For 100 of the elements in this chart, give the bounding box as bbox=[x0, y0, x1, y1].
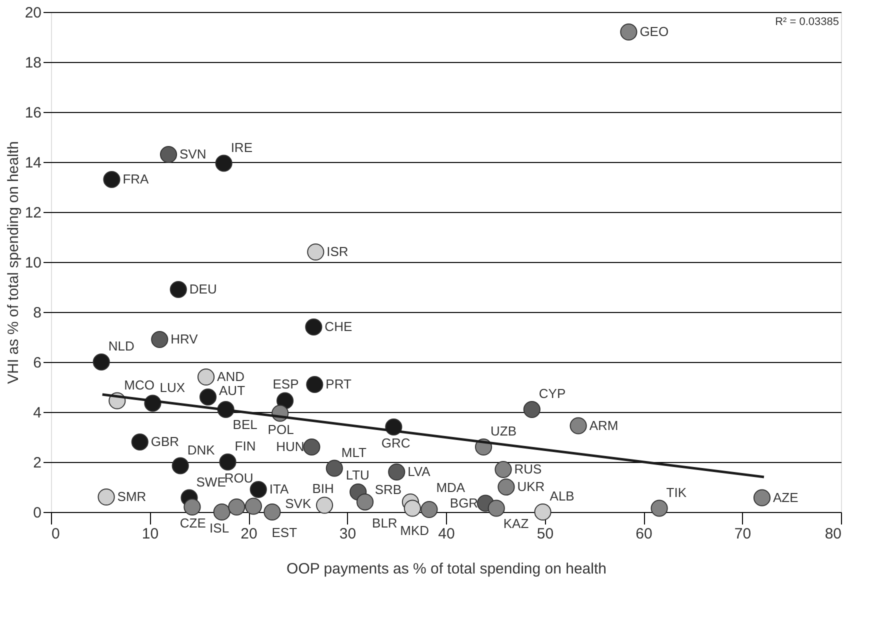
point bbox=[316, 496, 334, 514]
annotation: IRE bbox=[230, 140, 253, 155]
point bbox=[184, 498, 201, 516]
annotation: DEU bbox=[189, 282, 217, 296]
point bbox=[420, 500, 438, 518]
annotation: FIN bbox=[234, 438, 256, 454]
annotation: CHE bbox=[324, 319, 352, 334]
annotation: ISR bbox=[326, 244, 348, 259]
annotation: MKD bbox=[400, 522, 430, 538]
annotation: BEL bbox=[232, 417, 258, 432]
point bbox=[264, 503, 281, 521]
annotation: AND bbox=[217, 369, 244, 384]
annotation: LTU bbox=[346, 468, 370, 482]
annotation: RUS bbox=[514, 462, 542, 476]
x-tick-label: 80 bbox=[824, 526, 842, 542]
annotation: BLR bbox=[372, 516, 398, 530]
y-tick-label: 20 bbox=[24, 4, 42, 22]
annotation: SMR bbox=[117, 489, 146, 504]
point bbox=[244, 498, 262, 515]
point bbox=[356, 493, 374, 511]
annotation: LUX bbox=[160, 380, 186, 395]
point bbox=[103, 170, 120, 188]
y-tick-label: 4 bbox=[33, 404, 42, 422]
y-tick-label: 6 bbox=[33, 354, 42, 372]
y-tick-label: 12 bbox=[24, 204, 42, 222]
x-tick-label: 70 bbox=[734, 526, 752, 542]
point bbox=[570, 417, 587, 434]
annotation: ISL bbox=[210, 520, 230, 536]
annotation: SWE bbox=[196, 474, 226, 490]
point bbox=[213, 503, 230, 521]
point bbox=[98, 488, 115, 506]
annotation: AUT bbox=[219, 383, 246, 398]
annotation: ESP bbox=[272, 376, 299, 392]
point bbox=[131, 433, 148, 451]
annotation: FRA bbox=[122, 172, 150, 186]
annotation: TIK bbox=[666, 484, 687, 500]
x-tick-label: 40 bbox=[438, 526, 455, 542]
annotation: SVN bbox=[180, 146, 206, 162]
annotation: R² = 0.03385 bbox=[775, 16, 839, 28]
annotation: ROU bbox=[224, 470, 254, 486]
point bbox=[620, 23, 638, 41]
annotation: ALB bbox=[550, 488, 574, 504]
point bbox=[523, 400, 540, 418]
annotation: ITA bbox=[269, 482, 289, 496]
annotation: MCO bbox=[124, 377, 155, 392]
annotation: GEO bbox=[640, 24, 669, 39]
annotation: LVA bbox=[408, 464, 431, 479]
y-tick-label: 2 bbox=[33, 454, 42, 472]
point bbox=[494, 460, 512, 478]
annotation: CZE bbox=[180, 516, 206, 530]
y-tick-label: 18 bbox=[24, 54, 42, 72]
annotation: DNK bbox=[187, 442, 216, 458]
annotation: BIH bbox=[312, 480, 334, 496]
point bbox=[388, 463, 406, 481]
point bbox=[326, 460, 343, 477]
annotation: ARM bbox=[589, 418, 618, 433]
point bbox=[306, 376, 324, 394]
annotation: HUN bbox=[276, 439, 304, 454]
point bbox=[534, 503, 552, 521]
annotation: BGR bbox=[450, 495, 478, 510]
annotation: KAZ bbox=[503, 516, 529, 531]
point bbox=[303, 438, 320, 456]
x-axis-title: OOP payments as % of total spending on health bbox=[286, 560, 606, 578]
point bbox=[488, 500, 505, 517]
annotation: GRC bbox=[381, 436, 410, 450]
annotation: CYP bbox=[538, 386, 566, 401]
point bbox=[160, 146, 178, 164]
annotation: MLT bbox=[341, 444, 367, 460]
x-tick-label: 20 bbox=[240, 526, 258, 542]
x-tick-label: 0 bbox=[52, 526, 60, 542]
y-axis-title: VHI as % of total spending on health bbox=[4, 141, 22, 384]
x-tick-label: 50 bbox=[536, 526, 554, 542]
point bbox=[170, 280, 187, 298]
annotation: POL bbox=[268, 422, 294, 437]
point bbox=[151, 330, 168, 348]
annotation: NLD bbox=[108, 338, 134, 354]
annotation: UKR bbox=[517, 479, 545, 494]
y-tick-label: 0 bbox=[33, 504, 42, 522]
annotation: AZE bbox=[773, 490, 799, 505]
point bbox=[219, 453, 236, 471]
x-tick-label: 10 bbox=[142, 526, 159, 542]
point bbox=[92, 353, 110, 371]
annotation: SRB bbox=[374, 482, 402, 497]
annotation: EST bbox=[272, 524, 298, 540]
point bbox=[228, 498, 246, 516]
y-tick-label: 16 bbox=[24, 104, 42, 122]
point bbox=[172, 457, 189, 474]
point bbox=[305, 318, 322, 336]
annotation: SVK bbox=[285, 496, 312, 511]
x-tick-label: 30 bbox=[339, 526, 356, 542]
annotation: MDA bbox=[436, 480, 466, 495]
point bbox=[199, 388, 217, 406]
annotation: GBR bbox=[150, 434, 180, 449]
annotation: HRV bbox=[170, 332, 198, 346]
point bbox=[307, 243, 324, 261]
point bbox=[650, 500, 668, 517]
y-tick-label: 10 bbox=[24, 254, 42, 272]
annotation: PRT bbox=[326, 376, 352, 392]
y-tick-label: 14 bbox=[24, 154, 42, 172]
point bbox=[753, 489, 771, 506]
